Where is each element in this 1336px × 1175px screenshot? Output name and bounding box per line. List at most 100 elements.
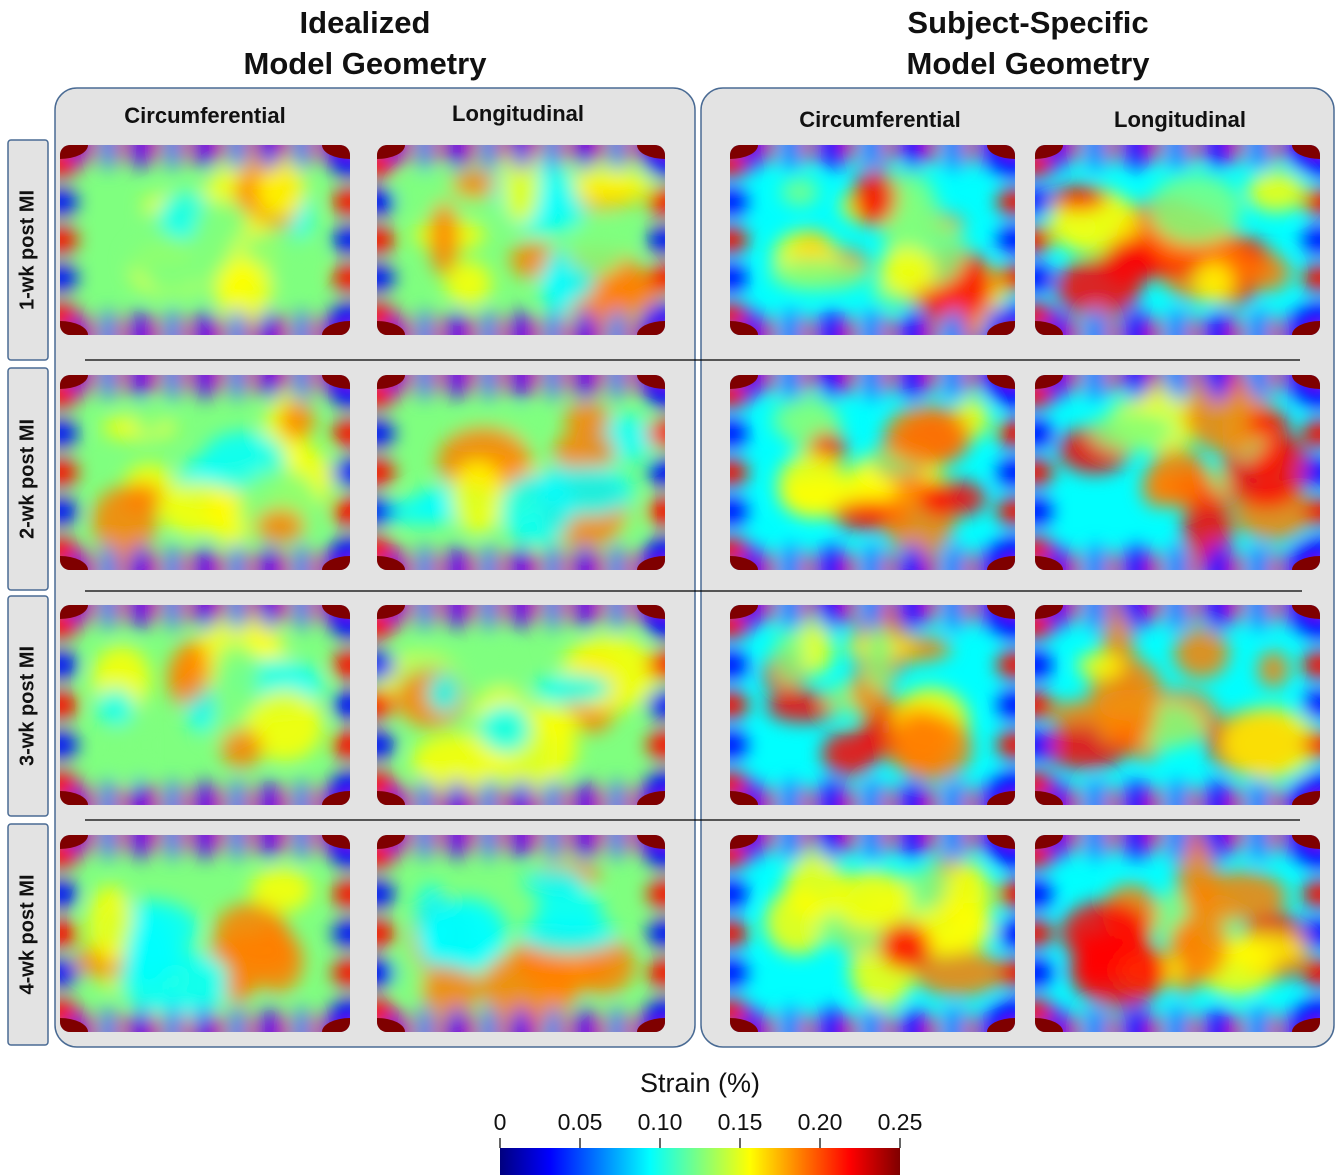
edge-blob [1085,1006,1108,1058]
heatmap-blob [1071,936,1168,1008]
heatmap-blob [852,168,897,226]
heatmap-blob [426,898,508,970]
heatmap-blob [122,483,163,514]
row-label: 1-wk post MI [16,190,38,310]
edge-blob [228,1006,246,1058]
heatmap [1007,579,1336,831]
heatmap [702,119,1043,361]
heatmap-blob [564,402,610,437]
edge-blob [1207,1006,1230,1058]
heatmap-blob [257,162,306,217]
heatmap-blob [213,642,260,706]
edge-blob [576,1006,594,1058]
tick-label: 0.25 [878,1109,923,1135]
group-title: Idealized [300,5,431,40]
edge-blob [480,1006,498,1058]
figure: Idealized Model Geometry Subject-Specifi… [0,0,1336,1175]
heatmap-blobs [359,579,683,831]
column-label: Circumferential [799,107,960,132]
heatmap-blob [1177,907,1228,981]
heatmap-blob [884,405,971,467]
heatmap-blob [500,473,574,545]
heatmap-blob [174,641,209,701]
heatmap-blob [533,674,612,703]
edge-blob [196,1006,214,1058]
edge-blob [416,1006,434,1058]
row-label: 4-wk post MI [16,874,38,994]
heatmap-blob [1174,628,1229,679]
heatmap-blob [280,401,315,440]
edge-blob [544,1006,562,1058]
heatmap-blob [1049,185,1107,210]
edge-blob [99,1006,117,1058]
heatmap-blob [481,950,579,1022]
tick-label: 0.20 [798,1109,843,1135]
heatmap-blob [1258,651,1289,687]
edge-blob [260,1006,278,1058]
heatmap-blob [770,259,868,292]
heatmap-blob [1090,410,1173,451]
heatmap [32,119,378,361]
group-title: Subject-Specific [907,5,1148,40]
tick-label: 0.05 [558,1109,603,1135]
edge-blob [1248,1006,1271,1058]
edge-blob [608,1006,626,1058]
heatmap [349,119,693,361]
heatmap-blob [451,461,504,533]
heatmap [349,809,693,1058]
heatmap-blob [553,431,615,472]
colorbar: 00.050.100.150.200.25 [494,1109,923,1175]
edge-blob [293,1006,311,1058]
heatmap-blob [227,931,264,993]
heatmap-blob [1149,174,1242,244]
heatmap-blob [452,170,499,198]
heatmap-blob [1195,262,1233,303]
page: {"groups": [ {"title_lines": ["Idealized… [0,0,1336,1175]
colorbar-title: Strain (%) [640,1068,760,1098]
column-label: Longitudinal [1114,107,1246,132]
heatmap-blob [427,674,460,713]
group-title: Model Geometry [244,46,488,81]
heatmap [702,809,1043,1058]
heatmap-blob [781,178,819,207]
heatmap [349,579,693,831]
row-label: 3-wk post MI [16,646,38,766]
heatmap [1007,809,1336,1058]
heatmap-blob [879,923,931,971]
heatmap [702,579,1043,831]
heatmap [1007,119,1336,361]
heatmap-blob [878,248,936,295]
column-label: Circumferential [124,103,285,128]
heatmap [32,809,378,1058]
edge-blob [512,1006,530,1058]
group-title: Model Geometry [907,46,1151,81]
edge-blob [943,1006,966,1058]
edge-blob [820,1006,843,1058]
heatmap-blob [822,731,878,776]
edge-blob [132,1006,150,1058]
edge-blob [448,1006,466,1058]
row-labels: 1-wk post MI 2-wk post MI 3-wk post MI 4-wk… [8,140,48,1045]
row-label: 2-wk post MI [16,419,38,539]
heatmap-blob [945,862,993,935]
column-label: Longitudinal [452,101,584,126]
heatmap [702,349,1043,596]
heatmap-blob [863,624,895,691]
heatmap-blob [220,729,263,769]
heatmap-blob [1102,238,1162,284]
tick-label: 0.15 [718,1109,763,1135]
heatmap-blob [255,508,304,543]
heatmap-blob [523,867,585,897]
heatmap-blob [773,629,805,685]
heatmap-blob [214,258,272,322]
edge-blob [780,1006,803,1058]
heatmap [349,349,693,596]
edge-blob [902,1006,925,1058]
edge-blob [1166,1006,1189,1058]
heatmap [32,349,378,596]
heatmap-blob [895,715,972,781]
heatmap-blob [133,406,166,435]
heatmap-blob [429,201,459,276]
heatmap-blob [1247,171,1306,213]
heatmap-blob [1077,652,1124,679]
